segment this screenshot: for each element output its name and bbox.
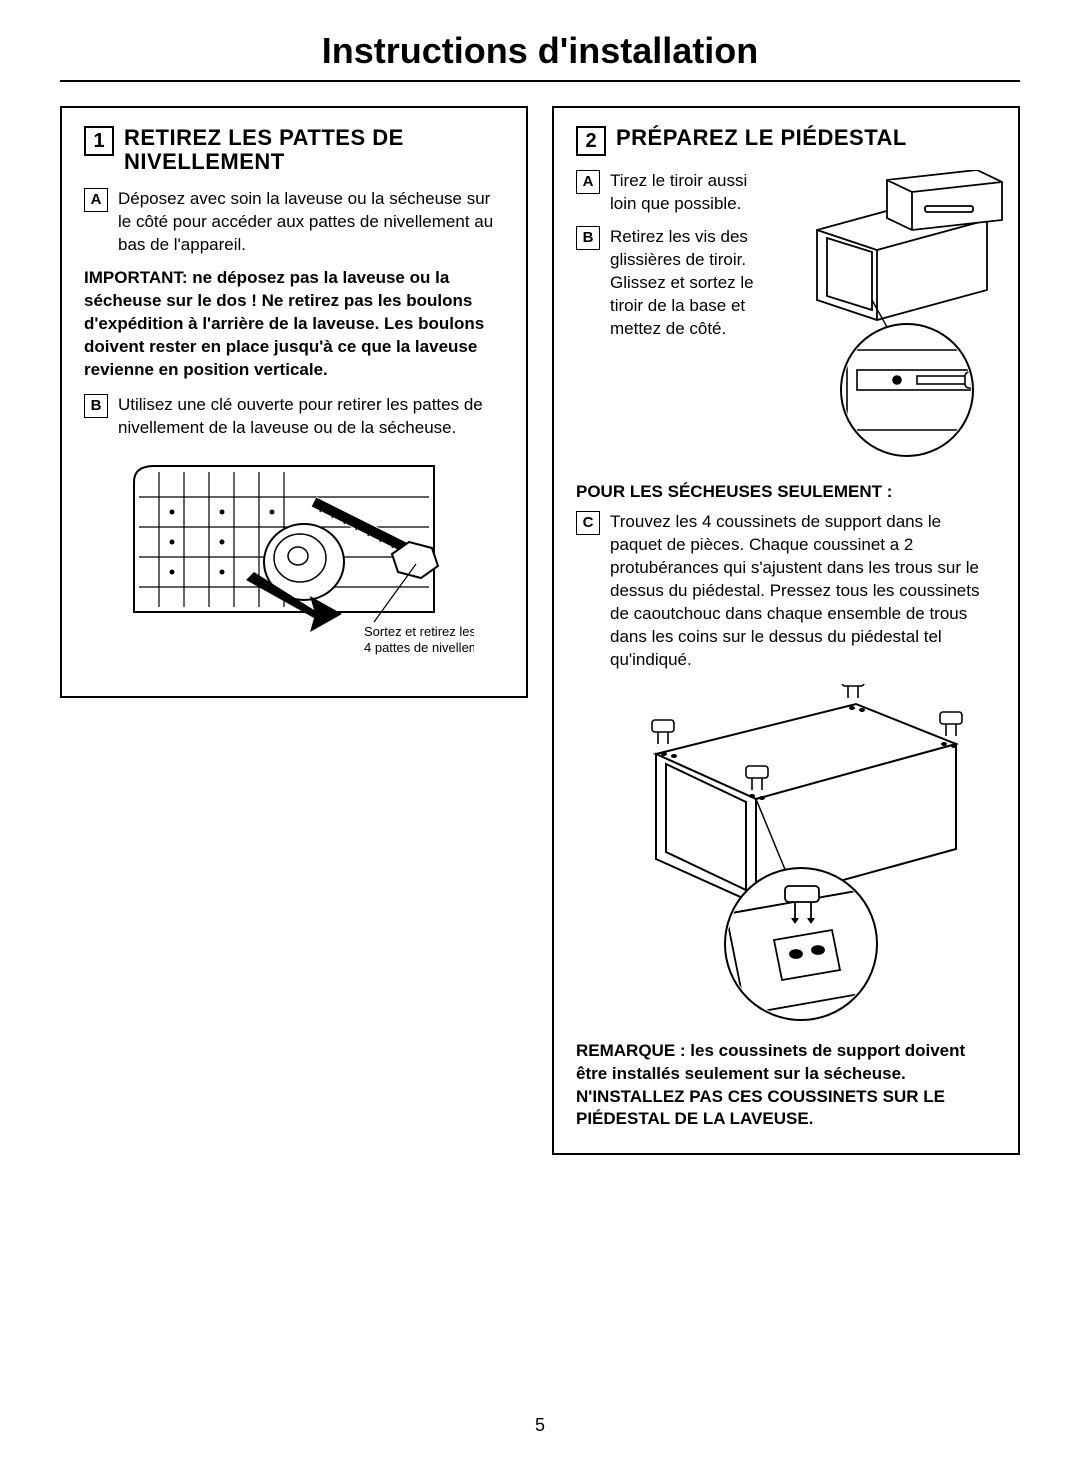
title-rule bbox=[60, 80, 1020, 82]
step-2-title: PRÉPAREZ LE PIÉDESTAL bbox=[616, 126, 907, 150]
substep-letter: A bbox=[84, 188, 108, 212]
step-2-box: 2 PRÉPAREZ LE PIÉDESTAL A Tirez le tiroi… bbox=[552, 106, 1020, 1155]
step-1-substep-a: A Déposez avec soin la laveuse ou la séc… bbox=[84, 188, 504, 257]
columns-container: 1 RETIREZ LES PATTES DE NIVELLEMENT A Dé… bbox=[60, 106, 1020, 1155]
substep-text: Tirez le tiroir aussi loin que possible. bbox=[610, 170, 765, 216]
step-2-header: 2 PRÉPAREZ LE PIÉDESTAL bbox=[576, 126, 996, 156]
substep-text: Trouvez les 4 coussinets de support dans… bbox=[610, 511, 996, 672]
step-2-pad-illustration bbox=[576, 684, 996, 1024]
step-1-illustration: Sortez et retirez les 4 pattes de nivell… bbox=[84, 452, 504, 662]
fig-caption-line2: 4 pattes de nivellement bbox=[364, 640, 474, 655]
left-column: 1 RETIREZ LES PATTES DE NIVELLEMENT A Dé… bbox=[60, 106, 528, 698]
step-2-number: 2 bbox=[576, 126, 606, 156]
dryer-only-title: POUR LES SÉCHEUSES SEULEMENT : bbox=[576, 481, 996, 503]
substep-text: Utilisez une clé ouverte pour retirer le… bbox=[118, 394, 504, 440]
step-2-remark: REMARQUE : les coussinets de support doi… bbox=[576, 1040, 996, 1132]
step-1-box: 1 RETIREZ LES PATTES DE NIVELLEMENT A Dé… bbox=[60, 106, 528, 698]
right-column: 2 PRÉPAREZ LE PIÉDESTAL A Tirez le tiroi… bbox=[552, 106, 1020, 1155]
pedestal-drawer-icon bbox=[777, 170, 1007, 460]
substep-text: Déposez avec soin la laveuse ou la séche… bbox=[118, 188, 504, 257]
leveling-leg-diagram-icon: Sortez et retirez les 4 pattes de nivell… bbox=[114, 452, 474, 662]
pedestal-pads-icon bbox=[596, 684, 976, 1024]
substep-text: Retirez les vis des glissières de tiroir… bbox=[610, 226, 765, 341]
step-1-substep-b: B Utilisez une clé ouverte pour retirer … bbox=[84, 394, 504, 440]
step-1-important: IMPORTANT: ne déposez pas la laveuse ou … bbox=[84, 267, 504, 382]
step-2-top-row: A Tirez le tiroir aussi loin que possibl… bbox=[576, 170, 996, 465]
substep-letter: A bbox=[576, 170, 600, 194]
step-2-substep-a: A Tirez le tiroir aussi loin que possibl… bbox=[576, 170, 765, 216]
substep-letter: B bbox=[576, 226, 600, 250]
step-1-header: 1 RETIREZ LES PATTES DE NIVELLEMENT bbox=[84, 126, 504, 174]
substep-letter: B bbox=[84, 394, 108, 418]
fig-caption-line1: Sortez et retirez les bbox=[364, 624, 474, 639]
page-title: Instructions d'installation bbox=[60, 30, 1020, 72]
step-1-title: RETIREZ LES PATTES DE NIVELLEMENT bbox=[124, 126, 504, 174]
page-number: 5 bbox=[60, 1415, 1020, 1436]
substep-letter: C bbox=[576, 511, 600, 535]
step-1-number: 1 bbox=[84, 126, 114, 156]
step-2-substep-b: B Retirez les vis des glissières de tiro… bbox=[576, 226, 765, 341]
step-2-top-text: A Tirez le tiroir aussi loin que possibl… bbox=[576, 170, 765, 465]
step-2-drawer-illustration bbox=[777, 170, 1007, 465]
step-2-substep-c: C Trouvez les 4 coussinets de support da… bbox=[576, 511, 996, 672]
